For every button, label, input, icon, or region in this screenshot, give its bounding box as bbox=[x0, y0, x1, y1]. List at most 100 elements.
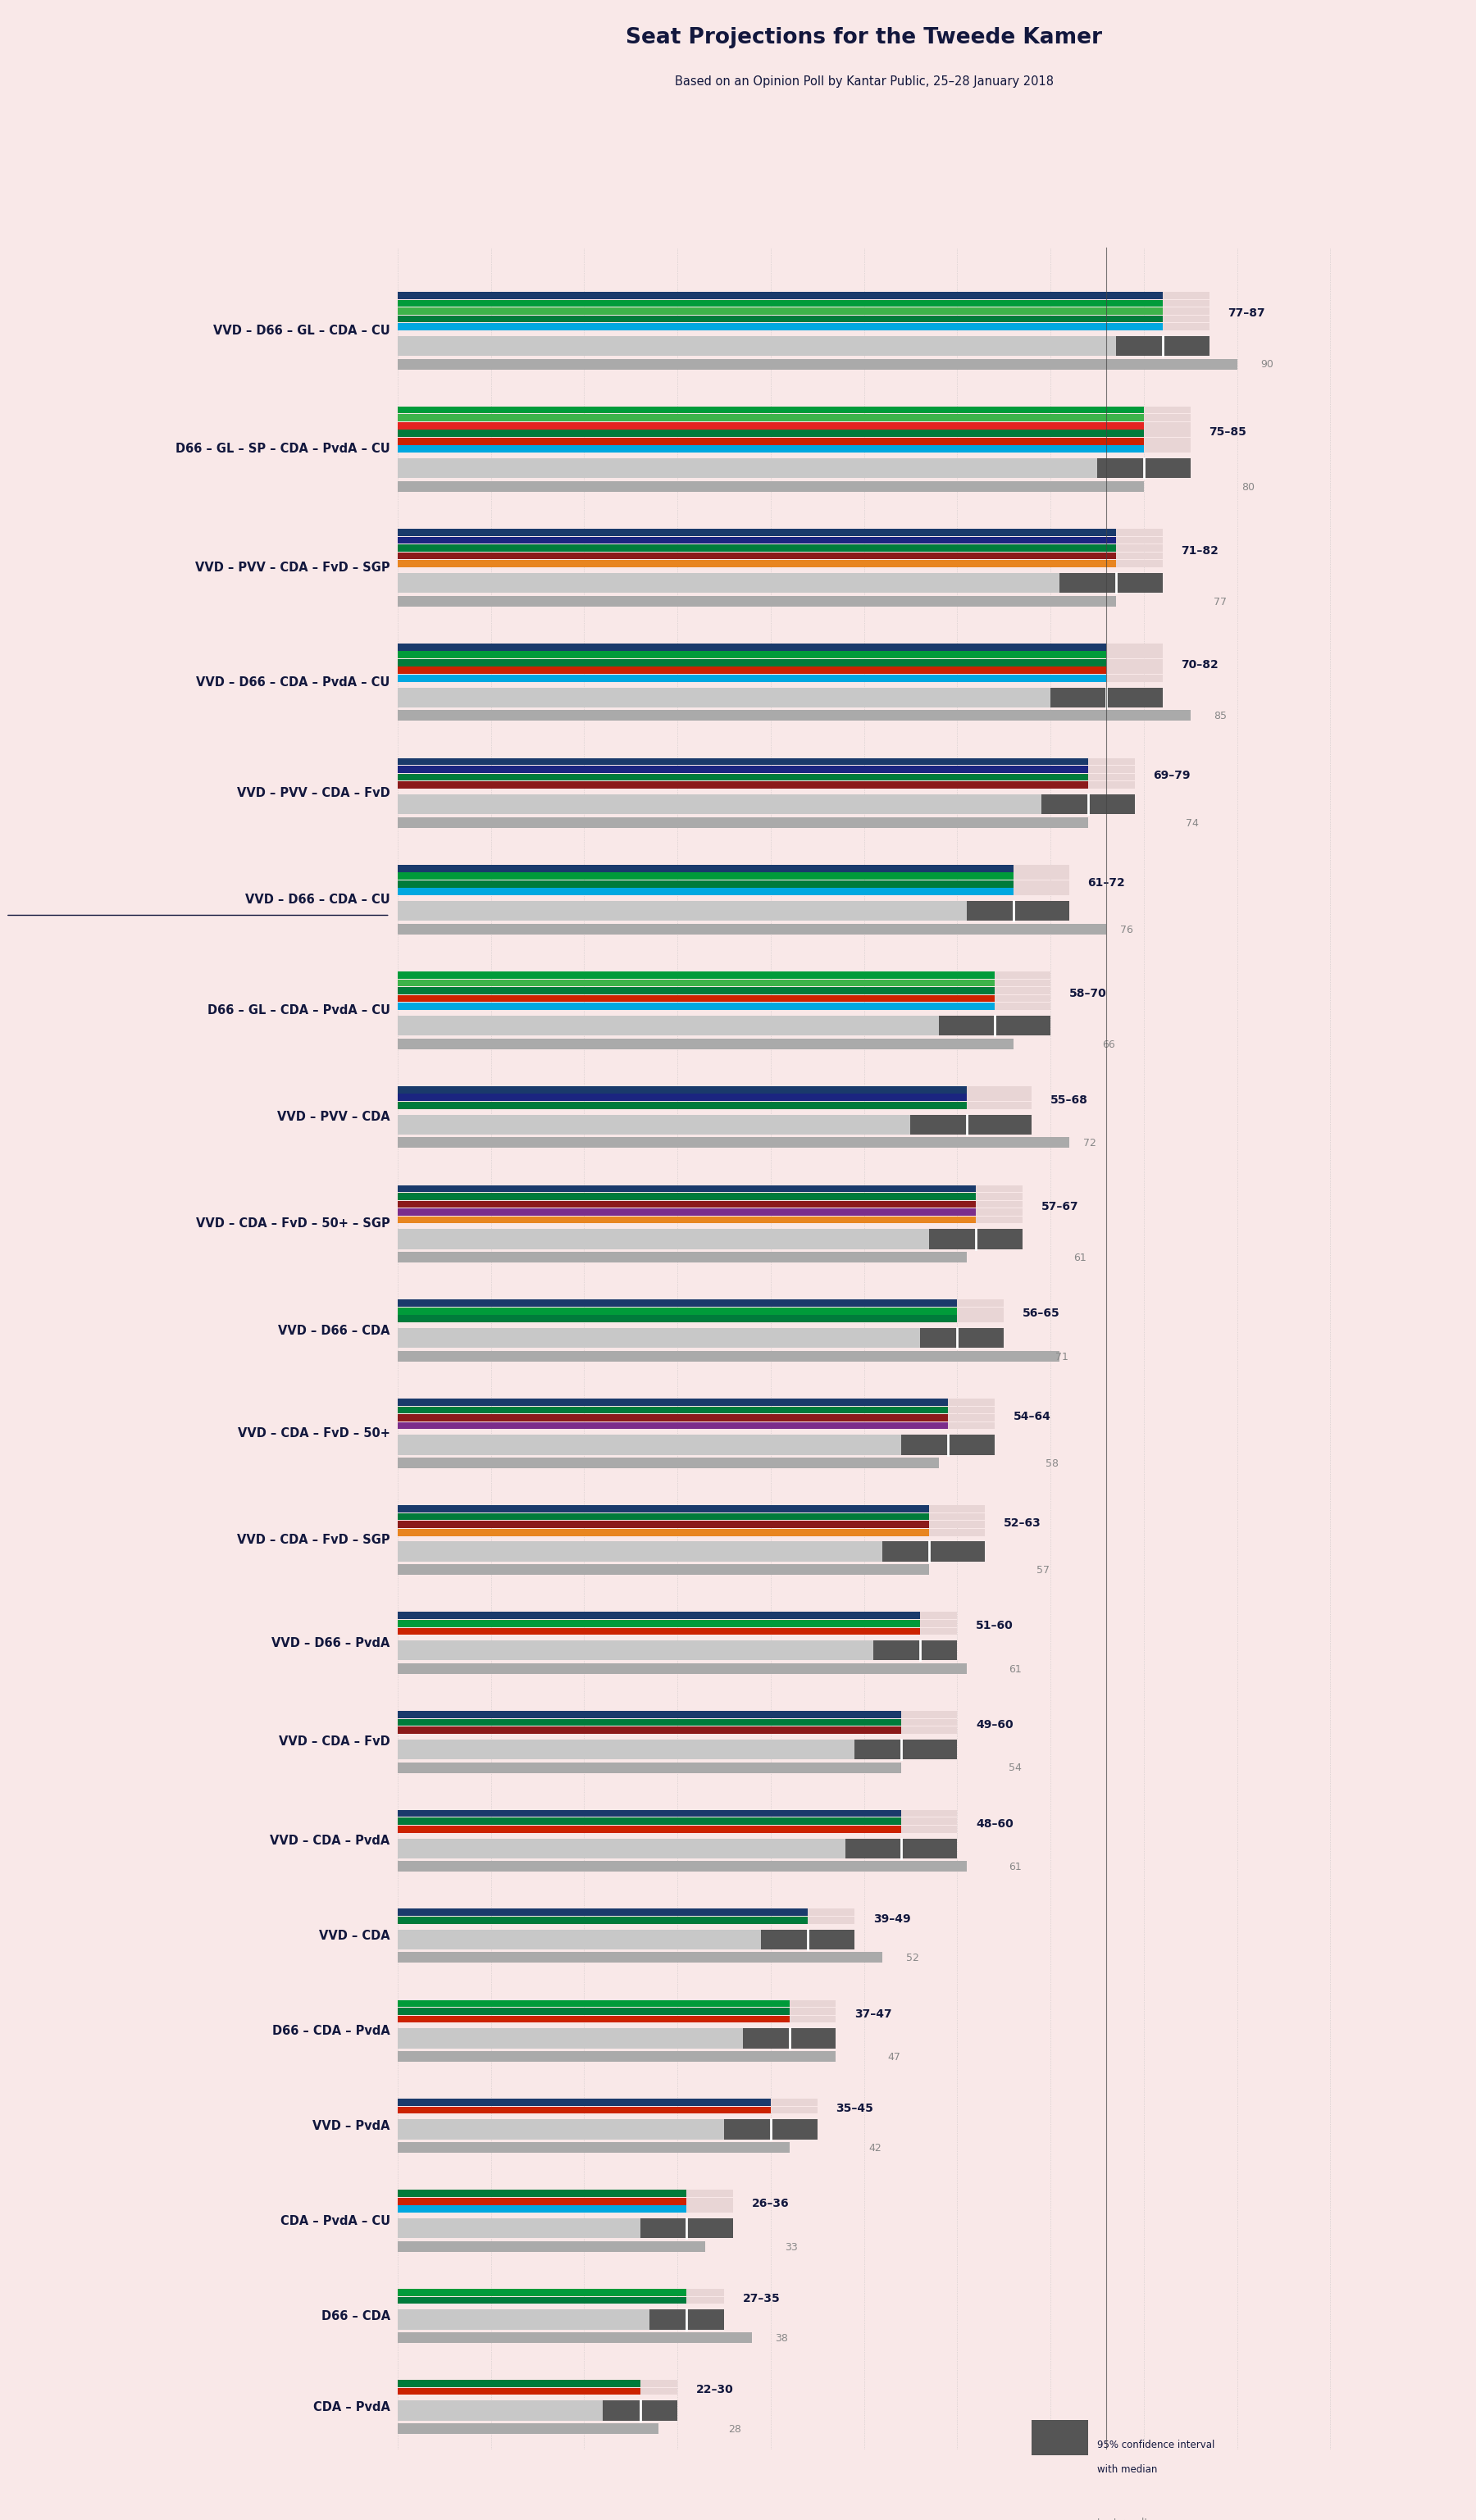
Bar bbox=[397, 1641, 958, 1661]
Text: 37–47: 37–47 bbox=[855, 2008, 892, 2019]
Bar bbox=[397, 307, 1163, 315]
Bar bbox=[397, 1217, 1023, 1222]
Text: 61–72: 61–72 bbox=[1088, 877, 1125, 887]
Text: 56–65: 56–65 bbox=[1023, 1308, 1060, 1318]
Bar bbox=[397, 421, 1144, 428]
Text: 61: 61 bbox=[1008, 1862, 1021, 1872]
Bar bbox=[397, 1726, 902, 1734]
Text: 54: 54 bbox=[1008, 1764, 1021, 1774]
Bar bbox=[762, 1930, 855, 1950]
Bar bbox=[1041, 794, 1135, 814]
Text: 39–49: 39–49 bbox=[874, 1913, 911, 1925]
Text: VVD – PVV – CDA: VVD – PVV – CDA bbox=[277, 1111, 390, 1124]
Bar bbox=[397, 1192, 976, 1200]
Bar bbox=[397, 1200, 976, 1207]
Bar bbox=[397, 2296, 725, 2303]
Bar bbox=[397, 2205, 686, 2213]
Text: 42: 42 bbox=[868, 2142, 881, 2155]
Text: 52: 52 bbox=[906, 1953, 920, 1963]
Text: 61: 61 bbox=[1008, 1663, 1021, 1676]
Bar bbox=[397, 1628, 958, 1635]
Bar bbox=[397, 1953, 883, 1963]
Bar bbox=[397, 307, 1209, 315]
Bar bbox=[397, 292, 1163, 300]
Bar bbox=[397, 529, 1116, 537]
Bar bbox=[397, 1809, 902, 1817]
Bar bbox=[397, 2107, 770, 2114]
Bar bbox=[397, 668, 1107, 673]
Text: VVD – D66 – CDA: VVD – D66 – CDA bbox=[277, 1326, 390, 1336]
Bar bbox=[397, 2051, 835, 2061]
Bar bbox=[397, 1862, 967, 1872]
Bar bbox=[397, 1613, 920, 1620]
Bar bbox=[397, 675, 1107, 683]
Bar bbox=[397, 323, 1163, 330]
Bar bbox=[397, 1399, 948, 1406]
Bar bbox=[397, 1308, 958, 1315]
Bar bbox=[742, 2029, 835, 2049]
Bar bbox=[725, 2119, 818, 2139]
Bar bbox=[397, 1016, 1051, 1036]
Bar bbox=[397, 1038, 1013, 1048]
Text: 90: 90 bbox=[1261, 360, 1274, 370]
Bar bbox=[397, 781, 1088, 789]
Bar bbox=[397, 1620, 920, 1628]
Bar bbox=[397, 300, 1209, 307]
Text: 57–67: 57–67 bbox=[1041, 1202, 1079, 1212]
Bar bbox=[397, 1101, 1032, 1109]
Bar bbox=[397, 879, 1013, 887]
Text: 76: 76 bbox=[1120, 925, 1134, 935]
Bar bbox=[397, 537, 1163, 544]
Text: 95% confidence interval: 95% confidence interval bbox=[1097, 2439, 1215, 2449]
Bar bbox=[397, 431, 1191, 436]
Bar bbox=[397, 438, 1191, 446]
Text: 71–82: 71–82 bbox=[1181, 544, 1219, 557]
Bar bbox=[602, 2402, 677, 2422]
Bar bbox=[397, 1908, 807, 1915]
Bar bbox=[397, 1504, 930, 1512]
Bar bbox=[397, 2008, 790, 2016]
Bar bbox=[397, 315, 1209, 323]
Bar bbox=[397, 1512, 984, 1520]
Bar bbox=[397, 2197, 734, 2205]
Bar bbox=[397, 1530, 984, 1535]
Bar bbox=[397, 980, 995, 985]
Bar bbox=[397, 552, 1116, 559]
Bar bbox=[397, 1086, 967, 1094]
Bar bbox=[397, 2001, 790, 2006]
Bar bbox=[855, 1739, 958, 1759]
Bar bbox=[397, 406, 1191, 413]
Text: 70–82: 70–82 bbox=[1181, 660, 1219, 670]
Bar bbox=[641, 2218, 734, 2238]
Bar bbox=[397, 1406, 948, 1414]
Bar bbox=[397, 1817, 902, 1824]
Bar bbox=[397, 2240, 706, 2253]
Bar bbox=[397, 2308, 725, 2328]
Bar bbox=[397, 1421, 995, 1429]
Bar bbox=[397, 675, 1163, 683]
Bar bbox=[397, 335, 1209, 355]
Bar bbox=[397, 1522, 930, 1527]
Bar bbox=[397, 413, 1191, 421]
Text: VVD – PVV – CDA – FvD – SGP: VVD – PVV – CDA – FvD – SGP bbox=[195, 562, 390, 575]
Text: VVD – PvdA: VVD – PvdA bbox=[313, 2119, 390, 2132]
Text: 27–35: 27–35 bbox=[742, 2293, 781, 2306]
Bar bbox=[397, 1300, 1004, 1308]
Bar bbox=[397, 2402, 677, 2422]
Bar bbox=[397, 2190, 686, 2197]
Bar bbox=[967, 902, 1069, 920]
Text: D66 – GL – CDA – PvdA – CU: D66 – GL – CDA – PvdA – CU bbox=[207, 1003, 390, 1016]
Bar bbox=[397, 446, 1144, 454]
Bar bbox=[649, 2308, 725, 2328]
Bar bbox=[397, 1504, 984, 1512]
Bar bbox=[397, 2288, 686, 2296]
Bar bbox=[397, 973, 1051, 978]
Text: CDA – PvdA: CDA – PvdA bbox=[313, 2402, 390, 2414]
Bar bbox=[397, 759, 1088, 766]
Text: 22–30: 22–30 bbox=[697, 2384, 734, 2397]
Bar bbox=[397, 1908, 855, 1915]
Bar bbox=[397, 446, 1191, 454]
Bar bbox=[397, 1315, 1004, 1323]
Bar bbox=[397, 2389, 677, 2394]
Text: 61: 61 bbox=[1075, 1252, 1086, 1263]
